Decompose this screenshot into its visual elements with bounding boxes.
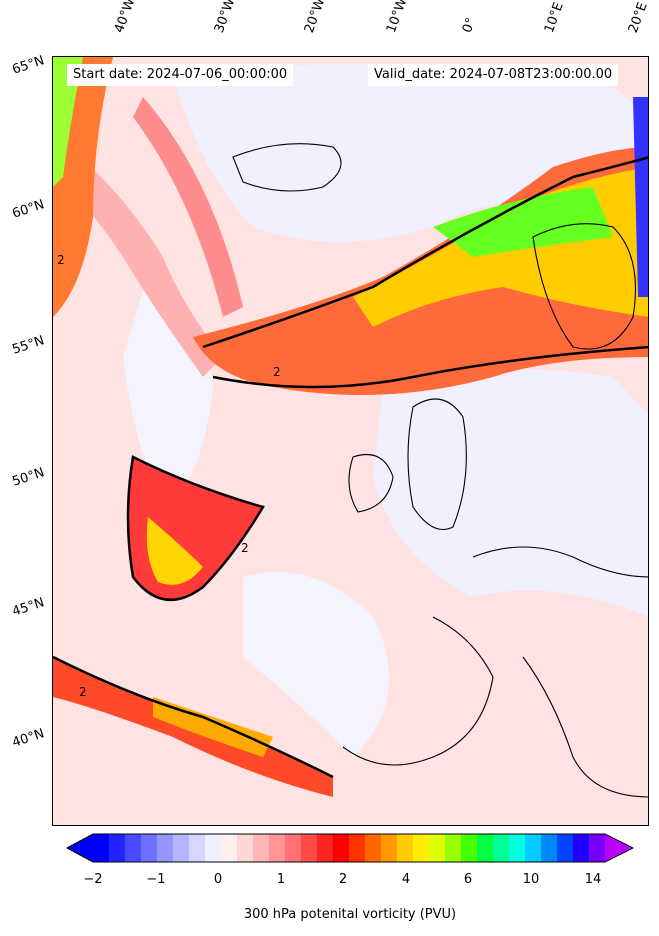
pv-contour-south — [53, 655, 334, 779]
colorbar-outline — [65, 833, 635, 863]
lat-label-65n: 65°N — [10, 53, 47, 78]
colorbar-segment — [141, 834, 158, 862]
colorbar-segment — [573, 834, 590, 862]
pv-contour-central — [126, 455, 265, 602]
map-frame: 2 2 2 2 — [52, 56, 649, 826]
colorbar — [65, 833, 635, 863]
colorbar-segment — [445, 834, 462, 862]
colorbar-tick-m2: −2 — [83, 872, 103, 887]
colorbar-segment — [493, 834, 510, 862]
colorbar-segment — [189, 834, 206, 862]
colorbar-segment — [333, 834, 350, 862]
colorbar-segment — [525, 834, 542, 862]
lat-label-45n: 45°N — [10, 595, 47, 620]
colorbar-segment — [221, 834, 238, 862]
colorbar-segment — [413, 834, 430, 862]
colorbar-segment — [109, 834, 126, 862]
lon-label-30w: 30°W — [211, 0, 239, 35]
colorbar-tick-2: 2 — [338, 872, 348, 887]
colorbar-tick-14: 14 — [584, 872, 602, 887]
colorbar-extend-under — [67, 834, 93, 862]
colorbar-label: 300 hPa potenital vorticity (PVU) — [243, 907, 457, 922]
lon-label-10w: 10°W — [383, 0, 411, 35]
colorbar-segment — [93, 834, 110, 862]
lat-label-50n: 50°N — [10, 465, 47, 490]
colorbar-extend-over — [605, 834, 633, 862]
pv-streak-north — [133, 97, 243, 317]
colorbar-tick-m1: −1 — [146, 872, 166, 887]
lon-label-20e: 20°E — [625, 0, 651, 36]
coastline-scandinavia — [532, 223, 636, 350]
colorbar-tick-0: 0 — [213, 872, 223, 887]
colorbar-segment — [173, 834, 190, 862]
colorbar-segment — [541, 834, 558, 862]
contour-label-west: 2 — [57, 253, 65, 267]
pv-cutoff-central-core — [146, 517, 203, 585]
colorbar-segment — [157, 834, 174, 862]
coastline-iceland — [232, 143, 342, 192]
colorbar-segment — [237, 834, 254, 862]
low-pv-region-central — [373, 369, 648, 617]
colorbar-segment — [125, 834, 142, 862]
colorbar-tick-6: 6 — [463, 872, 473, 887]
coastline-british-isles — [407, 398, 467, 531]
pv-contour-north — [202, 156, 648, 389]
lon-label-0: 0° — [459, 15, 480, 35]
pv-map — [53, 57, 648, 825]
colorbar-segment — [301, 834, 318, 862]
lon-label-20w: 20°W — [301, 0, 329, 35]
pv-band-west-edge-core — [53, 57, 83, 187]
colorbar-segment — [381, 834, 398, 862]
colorbar-segment — [205, 834, 222, 862]
colorbar-tick-1: 1 — [276, 872, 286, 887]
colorbar-segment — [429, 834, 446, 862]
coastline-ireland — [348, 453, 394, 513]
colorbar-segment — [589, 834, 606, 862]
colorbar-segment — [253, 834, 270, 862]
colorbar-segment — [557, 834, 574, 862]
coastline-europe — [342, 546, 648, 798]
lat-label-40n: 40°N — [10, 726, 47, 751]
colorbar-segment — [349, 834, 366, 862]
valid-date-label: Valid_date: 2024-07-08T23:00:00.00 — [368, 64, 619, 86]
contour-label-south: 2 — [79, 685, 87, 699]
colorbar-segment — [365, 834, 382, 862]
lat-label-55n: 55°N — [10, 333, 47, 358]
pv-band-north-peak — [433, 187, 613, 257]
lon-label-40w: 40°W — [111, 0, 139, 35]
colorbar-segment — [269, 834, 286, 862]
colorbar-tick-4: 4 — [401, 872, 411, 887]
contour-label-north: 2 — [273, 365, 281, 379]
colorbar-segment — [397, 834, 414, 862]
lat-label-60n: 60°N — [10, 197, 47, 222]
contour-label-central: 2 — [241, 541, 249, 555]
lon-label-10e: 10°E — [541, 0, 567, 36]
colorbar-segment — [477, 834, 494, 862]
colorbar-segment — [317, 834, 334, 862]
colorbar-segment — [461, 834, 478, 862]
pv-peak-ne — [633, 97, 648, 297]
colorbar-segment — [285, 834, 302, 862]
colorbar-segment — [509, 834, 526, 862]
start-date-label: Start date: 2024-07-06_00:00:00 — [67, 64, 294, 86]
low-pv-region-south — [243, 572, 389, 757]
colorbar-tick-10: 10 — [522, 872, 540, 887]
pv-streak-west — [53, 137, 223, 377]
